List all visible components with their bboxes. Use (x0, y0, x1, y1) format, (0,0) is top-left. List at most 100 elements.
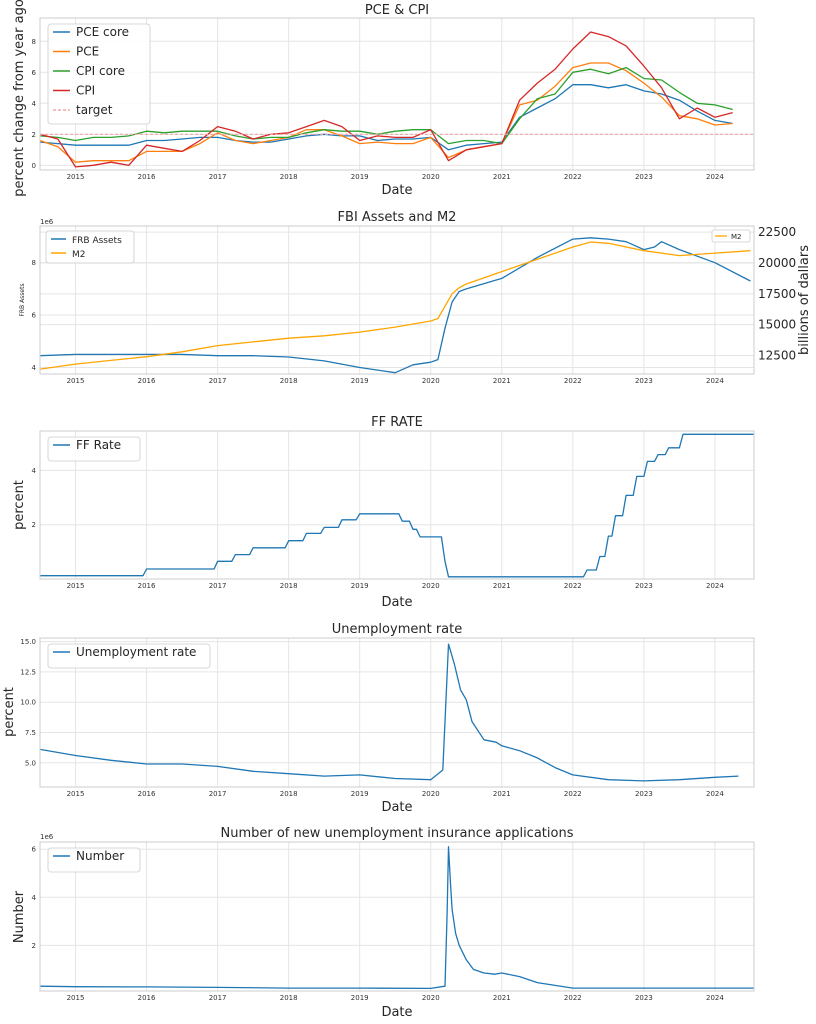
legend-label: M2 (731, 233, 742, 241)
x-tick-label: 2020 (422, 173, 440, 181)
x-tick-label: 2021 (493, 994, 511, 1002)
y-tick-label: 2 (32, 521, 36, 529)
x-tick-label: 2016 (138, 582, 156, 590)
x-axis-label: Date (381, 800, 412, 815)
y-axis-label: percent (12, 480, 27, 530)
x-tick-label: 2020 (422, 377, 440, 385)
legend: FF Rate (47, 436, 141, 462)
right-y-tick-label: 15000 (758, 318, 796, 332)
legend-label: target (76, 103, 113, 117)
legend-label: Number (76, 849, 124, 863)
x-tick-label: 2023 (635, 377, 653, 385)
x-tick-label: 2019 (351, 994, 369, 1002)
x-tick-label: 2019 (351, 173, 369, 181)
series-line-cpi (40, 31, 733, 168)
right-y-tick-label: 22500 (758, 225, 796, 239)
chart-title: FBI Assets and M2 (338, 210, 457, 225)
fbi-assets-m2-chart: FBI Assets and M2 1e6 FRB Assets billion… (19, 210, 812, 385)
x-tick-label: 2020 (422, 582, 440, 590)
legend-label: FRB Assets (72, 236, 122, 246)
x-tick-label: 2016 (138, 173, 156, 181)
x-tick-label: 2017 (209, 377, 227, 385)
x-axis-label: Date (381, 1005, 412, 1020)
series-line-ff-rate (40, 433, 754, 578)
x-tick-label: 2016 (138, 790, 156, 798)
x-tick-label: 2023 (635, 173, 653, 181)
series-line-number (40, 846, 754, 990)
legend-label: CPI core (76, 64, 125, 78)
legend-label: CPI (76, 84, 95, 98)
x-tick-label: 2017 (209, 173, 227, 181)
plot-area (40, 431, 754, 579)
legend-label: M2 (72, 250, 86, 260)
series-line-cpi-core (40, 66, 733, 145)
y-axis-label: percent change from year ago (12, 0, 27, 197)
chart-title: FF RATE (371, 415, 423, 430)
x-tick-label: 2022 (564, 582, 582, 590)
plot-frame (39, 225, 755, 375)
legend: PCE core PCE CPI core CPI target (47, 23, 151, 125)
y-axis-label: Number (12, 890, 27, 943)
y-tick-label: 8 (32, 259, 36, 267)
chart-title: Unemployment rate (332, 622, 462, 637)
legend: Unemployment rate (47, 643, 211, 669)
plot-frame (39, 17, 755, 171)
x-tick-label: 2022 (564, 994, 582, 1002)
plot-area (40, 18, 754, 170)
chart-title: PCE & CPI (365, 3, 429, 18)
x-tick-label: 2024 (706, 790, 724, 798)
y-axis-multiplier: 1e6 (40, 218, 54, 226)
x-tick-label: 2018 (280, 377, 298, 385)
legend-label: PCE core (76, 25, 129, 39)
x-tick-label: 2024 (706, 582, 724, 590)
series-line-pce (40, 62, 733, 163)
x-tick-label: 2024 (706, 377, 724, 385)
plot-area (40, 842, 754, 991)
right-y-tick-label: 17500 (758, 287, 796, 301)
y-tick-label: 0 (32, 162, 36, 170)
plot-area (40, 226, 754, 374)
x-tick-label: 2024 (706, 173, 724, 181)
legend-label: FF Rate (76, 438, 121, 452)
x-tick-label: 2019 (351, 582, 369, 590)
x-tick-label: 2021 (493, 582, 511, 590)
chart-title: Number of new unemployment insurance app… (221, 826, 574, 841)
right-y-axis-label: billions of dallars (797, 245, 812, 355)
y-axis-multiplier: 1e6 (40, 833, 54, 841)
y-tick-label: 2 (32, 131, 36, 139)
x-tick-label: 2015 (67, 377, 85, 385)
x-tick-label: 2021 (493, 790, 511, 798)
y-tick-label: 6 (32, 312, 37, 320)
ff-rate-chart: FF RATE Date percent 2015 2016 2017 2018 201… (12, 415, 755, 610)
x-tick-label: 2015 (67, 790, 85, 798)
plot-frame (39, 841, 755, 992)
x-tick-label: 2020 (422, 994, 440, 1002)
x-tick-label: 2021 (493, 377, 511, 385)
x-tick-label: 2015 (67, 994, 85, 1002)
unemployment-rate-chart: Unemployment rate Date percent 2015 2016 2… (2, 622, 755, 815)
right-y-tick-label: 20000 (758, 256, 796, 270)
pce-cpi-chart: PCE & CPI Date percent change from year … (12, 0, 755, 198)
y-tick-label: 10.0 (20, 699, 36, 707)
x-tick-label: 2019 (351, 377, 369, 385)
series-line-pce-core (40, 84, 733, 151)
y-tick-label: 2 (32, 942, 36, 950)
y-tick-label: 12.5 (20, 668, 36, 676)
x-tick-label: 2021 (493, 173, 511, 181)
y-tick-label: 4 (32, 364, 37, 372)
unemployment-applications-chart: Number of new unemployment insurance app… (12, 826, 755, 1020)
x-tick-label: 2022 (564, 790, 582, 798)
series-line-unemployment-rate (40, 643, 739, 782)
y-tick-label: 15.0 (20, 638, 36, 646)
x-tick-label: 2017 (209, 994, 227, 1002)
x-tick-label: 2018 (280, 582, 298, 590)
legend-box (711, 229, 751, 243)
right-y-tick-label: 12500 (758, 349, 796, 363)
y-tick-label: 4 (32, 467, 37, 475)
x-tick-label: 2017 (209, 582, 227, 590)
legend-box (45, 230, 135, 264)
legend-box (47, 436, 141, 462)
plot-frame (39, 430, 755, 580)
x-tick-label: 2023 (635, 790, 653, 798)
legend-label: Unemployment rate (76, 645, 196, 659)
